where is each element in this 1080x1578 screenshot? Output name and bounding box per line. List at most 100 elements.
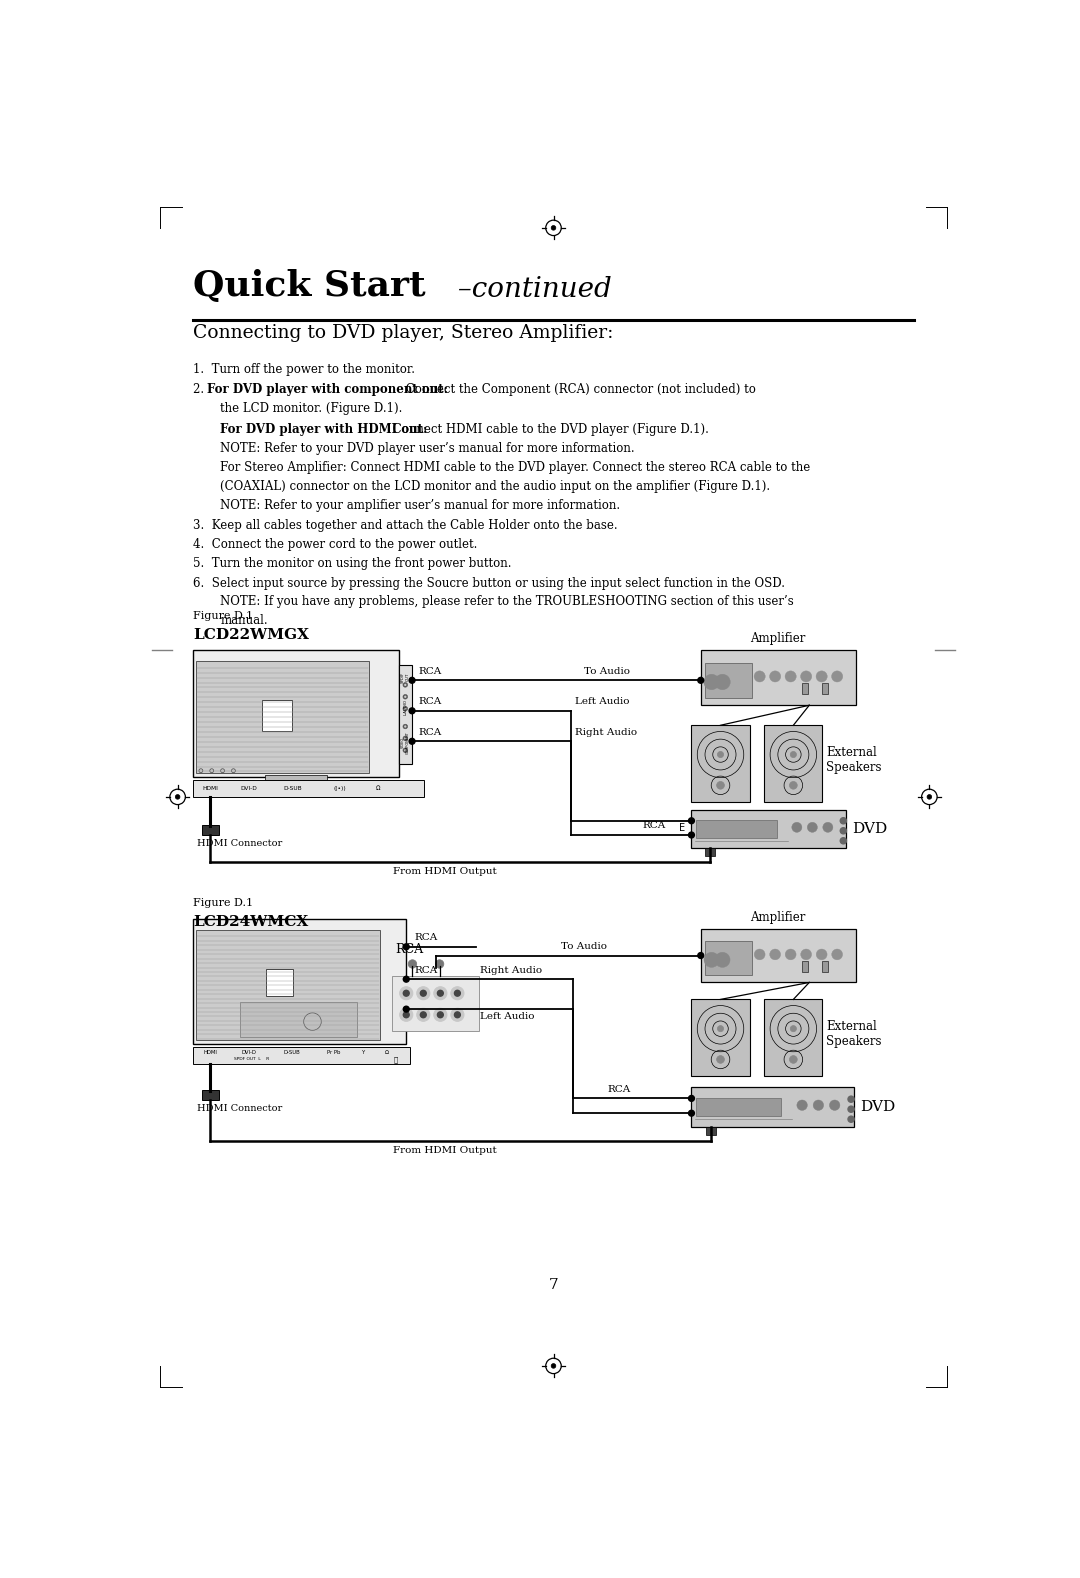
Bar — [704, 849, 715, 857]
Circle shape — [403, 694, 407, 699]
Text: L-AUDIO: L-AUDIO — [403, 699, 407, 715]
Circle shape — [800, 671, 812, 682]
Circle shape — [715, 952, 730, 967]
Bar — [202, 825, 218, 835]
Circle shape — [450, 1008, 464, 1021]
Text: 2.: 2. — [193, 383, 212, 396]
Bar — [691, 726, 750, 802]
Circle shape — [404, 683, 406, 686]
Bar — [691, 810, 847, 849]
Text: 4.  Connect the power cord to the power outlet.: 4. Connect the power cord to the power o… — [193, 538, 477, 551]
Circle shape — [770, 948, 781, 959]
Circle shape — [403, 748, 407, 753]
Circle shape — [403, 977, 409, 982]
Circle shape — [404, 737, 406, 740]
Text: External
Speakers: External Speakers — [826, 1019, 881, 1048]
Circle shape — [403, 1007, 409, 1011]
Text: From HDMI Output: From HDMI Output — [393, 1146, 497, 1155]
Circle shape — [689, 817, 694, 824]
Circle shape — [403, 944, 409, 950]
Bar — [193, 780, 424, 797]
Circle shape — [813, 1100, 824, 1111]
Text: Right Audio: Right Audio — [576, 727, 637, 737]
Circle shape — [797, 1100, 808, 1111]
Text: DVD: DVD — [861, 1100, 895, 1114]
Circle shape — [848, 1097, 854, 1103]
Text: –continued: –continued — [449, 276, 611, 303]
Text: ((•)): ((•)) — [334, 786, 347, 791]
Circle shape — [417, 986, 430, 1000]
Bar — [705, 1127, 716, 1135]
Bar — [697, 1098, 781, 1116]
Circle shape — [434, 986, 447, 1000]
Bar — [265, 775, 326, 780]
Circle shape — [455, 991, 460, 996]
Text: RCA: RCA — [414, 933, 437, 942]
Circle shape — [717, 1056, 725, 1064]
Circle shape — [848, 1116, 854, 1122]
Circle shape — [754, 671, 766, 682]
Text: manual.: manual. — [220, 614, 268, 628]
Bar — [701, 928, 855, 983]
Text: RCA: RCA — [418, 666, 442, 675]
Text: Figure D.1: Figure D.1 — [193, 898, 253, 907]
Circle shape — [698, 677, 704, 683]
Text: Quick Start: Quick Start — [193, 270, 426, 303]
Circle shape — [400, 986, 413, 1000]
Circle shape — [551, 1363, 556, 1368]
Bar — [801, 961, 808, 972]
Bar — [202, 1090, 218, 1100]
Circle shape — [409, 739, 415, 745]
Text: VIDEO
COMPONENT: VIDEO COMPONENT — [402, 731, 409, 754]
Circle shape — [450, 986, 464, 1000]
Text: Left Audio: Left Audio — [480, 1011, 535, 1021]
Bar — [197, 661, 368, 773]
Circle shape — [816, 671, 827, 682]
Text: Connecting to DVD player, Stereo Amplifier:: Connecting to DVD player, Stereo Amplifi… — [193, 323, 613, 342]
Circle shape — [717, 751, 724, 757]
Text: HDMI Connector: HDMI Connector — [197, 839, 282, 849]
Circle shape — [400, 1008, 413, 1021]
Bar — [193, 650, 399, 776]
Circle shape — [840, 838, 847, 844]
Bar — [822, 961, 828, 972]
Circle shape — [404, 696, 406, 697]
Text: RCA: RCA — [418, 727, 442, 737]
Circle shape — [789, 781, 797, 789]
Text: NOTE: Refer to your amplifier user’s manual for more information.: NOTE: Refer to your amplifier user’s man… — [220, 499, 620, 513]
Circle shape — [717, 1026, 724, 1032]
Text: ⏭: ⏭ — [394, 1056, 399, 1062]
Bar — [801, 683, 808, 694]
Bar — [240, 1002, 357, 1037]
Circle shape — [455, 1011, 460, 1018]
Text: For DVD player with component out:: For DVD player with component out: — [207, 383, 448, 396]
Circle shape — [789, 1056, 797, 1064]
Circle shape — [403, 735, 407, 740]
Circle shape — [704, 952, 719, 967]
Text: Pr Pb: Pr Pb — [327, 1049, 341, 1054]
Text: Left Audio: Left Audio — [576, 697, 630, 707]
Text: SPDIF
OUT: SPDIF OUT — [401, 671, 409, 683]
Circle shape — [404, 726, 406, 727]
Text: For Stereo Amplifier: Connect HDMI cable to the DVD player. Connect the stereo R: For Stereo Amplifier: Connect HDMI cable… — [220, 461, 810, 475]
Bar — [399, 664, 413, 764]
Circle shape — [785, 948, 796, 959]
Circle shape — [785, 671, 796, 682]
Bar — [197, 931, 379, 1040]
Bar — [765, 726, 823, 802]
Circle shape — [417, 1008, 430, 1021]
Text: HDMI Connector: HDMI Connector — [197, 1105, 282, 1112]
Text: To Audio: To Audio — [584, 666, 631, 675]
Text: 5.  Turn the monitor on using the front power button.: 5. Turn the monitor on using the front p… — [193, 557, 512, 570]
Text: D-SUB: D-SUB — [283, 786, 301, 791]
Text: LCD22WMGX: LCD22WMGX — [193, 628, 309, 642]
Text: DVI-D: DVI-D — [241, 786, 257, 791]
Text: SPDF OUT  L    R: SPDF OUT L R — [233, 1057, 269, 1062]
Circle shape — [403, 1011, 409, 1018]
Circle shape — [698, 953, 704, 958]
Circle shape — [823, 822, 833, 832]
Bar — [697, 821, 777, 838]
Text: Figure D.1: Figure D.1 — [193, 611, 253, 622]
Bar — [701, 650, 855, 705]
Circle shape — [704, 674, 719, 690]
